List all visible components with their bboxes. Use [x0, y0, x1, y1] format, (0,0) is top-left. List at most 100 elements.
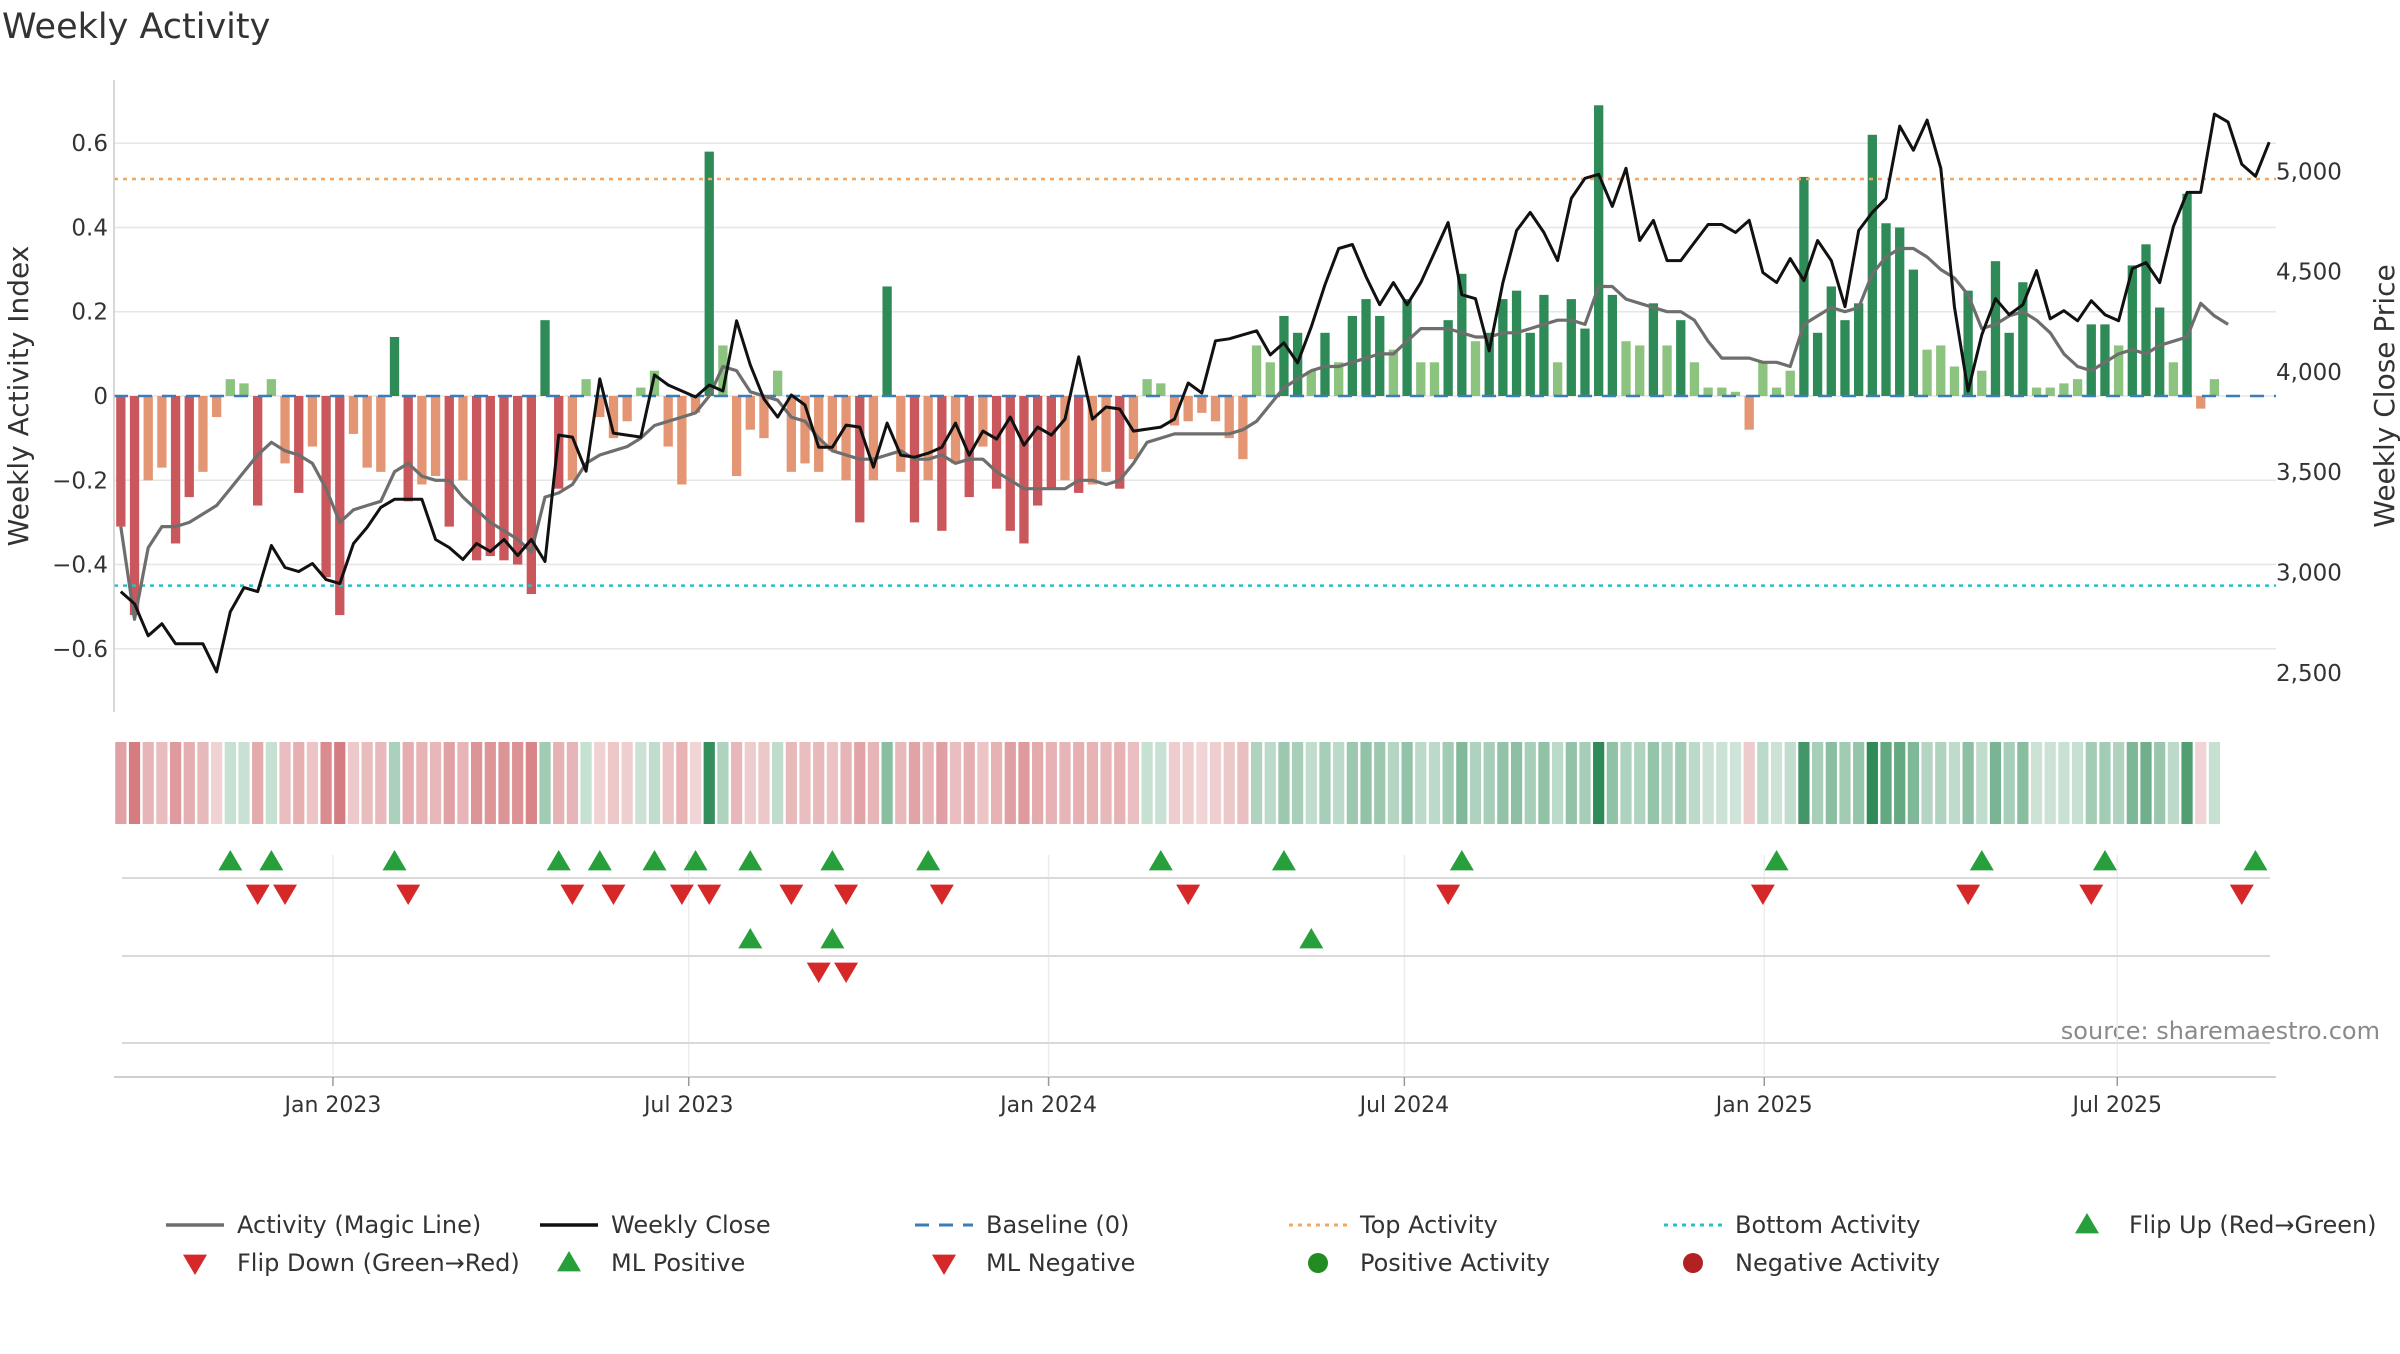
heat-strip-cell	[1880, 742, 1892, 824]
activity-bar	[1224, 396, 1234, 439]
heat-strip-cell	[1428, 742, 1441, 824]
legend-item: Activity (Magic Line)	[166, 1211, 481, 1239]
heat-strip-cell	[772, 742, 784, 824]
heat-strip-cell	[293, 742, 305, 824]
heat-strip-cell	[306, 742, 319, 824]
heat-strip-cell	[840, 742, 852, 824]
activity-bar	[116, 396, 126, 527]
activity-bar	[1635, 345, 1645, 396]
flip-down-marker	[2229, 884, 2254, 905]
heat-strip-cell	[895, 742, 907, 824]
legend-swatch-triangle-up	[2075, 1213, 2099, 1234]
heat-strip-cell	[2058, 742, 2070, 824]
y-left-tick-label: −0.6	[52, 637, 108, 663]
heat-strip-cell	[1825, 742, 1837, 824]
heat-strip-cell	[730, 742, 743, 824]
activity-bar	[1183, 396, 1193, 422]
heat-strip-cell	[1743, 742, 1755, 824]
flip-up-marker	[218, 850, 243, 871]
legend-label: Positive Activity	[1360, 1249, 1550, 1277]
activity-bar	[1730, 391, 1741, 396]
heat-strip-cell	[525, 742, 537, 824]
legend-item: Baseline (0)	[915, 1211, 1129, 1239]
heat-strip-cell	[1702, 742, 1714, 824]
activity-bar	[1402, 299, 1412, 396]
y-axis-right-label: Weekly Close Price	[2368, 264, 2400, 527]
heat-strip-cell	[1757, 742, 1769, 824]
y-right-tick-label: 2,500	[2276, 661, 2342, 687]
flip-up-marker	[683, 850, 708, 871]
heat-strip-cell	[2181, 742, 2193, 824]
heat-strip-cell	[676, 742, 688, 824]
heat-strip-cell	[717, 742, 729, 824]
activity-bar	[786, 396, 796, 472]
activity-bar	[1101, 396, 1111, 472]
heat-strip-cell	[142, 742, 154, 824]
legend-label: Activity (Magic Line)	[237, 1211, 481, 1239]
activity-bar	[772, 370, 783, 396]
activity-bar	[1306, 370, 1316, 396]
legend-item: Weekly Close	[540, 1211, 771, 1239]
ml-negative-marker	[834, 962, 859, 983]
heat-strip-cell	[744, 742, 756, 824]
heat-strip-cell	[1647, 742, 1660, 824]
heat-strip-cell	[1059, 742, 1071, 824]
heat-strip-cell	[1606, 742, 1618, 824]
legend-item: Top Activity	[1289, 1211, 1498, 1239]
heat-strip-cell	[512, 742, 524, 824]
flip-down-marker	[669, 884, 694, 905]
activity-bar	[1032, 396, 1043, 506]
activity-bar	[1566, 299, 1576, 396]
activity-bar	[129, 396, 140, 616]
heat-strip-cell	[1921, 742, 1933, 824]
heat-strip-cell	[2167, 742, 2179, 824]
flip-down-marker	[273, 884, 298, 905]
legend-label: Baseline (0)	[986, 1211, 1129, 1239]
heat-strip-cell	[1552, 742, 1564, 824]
activity-bar	[1799, 176, 1809, 396]
heat-strip-cell	[471, 742, 483, 824]
heat-strip-cell	[1497, 742, 1509, 824]
activity-bar	[868, 396, 879, 481]
flip-up-marker	[1271, 850, 1296, 871]
activity-bar	[1881, 223, 1891, 396]
flip-down-marker	[560, 884, 585, 905]
source-attribution: source: sharemaestro.com	[2061, 1017, 2380, 1045]
chart-title: Weekly Activity	[2, 7, 270, 47]
heat-strip-cell	[1346, 742, 1358, 824]
activity-bar	[1361, 299, 1371, 396]
heat-strip-cell	[1100, 742, 1112, 824]
heat-strip-cell	[2208, 742, 2221, 824]
heat-strip-cell	[1237, 742, 1249, 824]
heat-strip-cell	[1032, 742, 1044, 824]
heat-strip-cell	[1716, 742, 1728, 824]
heat-strip-cell	[662, 742, 674, 824]
x-tick-label: Jul 2023	[642, 1093, 734, 1118]
activity-bar	[348, 396, 359, 434]
activity-bar	[1320, 332, 1330, 396]
legend-label: Negative Activity	[1735, 1249, 1940, 1277]
activity-bar	[1758, 362, 1768, 396]
heat-strip-cell	[635, 742, 647, 824]
flip-down-marker	[396, 884, 421, 905]
heat-strip-cell	[2085, 742, 2097, 824]
legend-swatch-triangle-down	[183, 1254, 207, 1275]
heat-strip-cell	[279, 742, 291, 824]
heat-strip-cell	[1415, 742, 1427, 824]
activity-bar	[444, 396, 454, 527]
activity-bar	[690, 396, 701, 413]
activity-bar	[2018, 282, 2028, 396]
heat-strip-cell	[2126, 742, 2138, 824]
flip-down-marker	[2079, 884, 2104, 905]
heat-strip-cell	[252, 742, 264, 824]
y-left-tick-label: 0.6	[71, 131, 108, 157]
activity-heat-strip	[115, 742, 2221, 824]
activity-bar	[1060, 396, 1070, 481]
activity-bar	[2004, 332, 2014, 396]
activity-bar	[1416, 362, 1426, 396]
activity-bar	[581, 379, 591, 396]
activity-bar	[280, 396, 290, 464]
activity-bar	[1785, 370, 1795, 396]
activity-bar	[759, 396, 769, 439]
activity-bar	[1867, 134, 1877, 397]
